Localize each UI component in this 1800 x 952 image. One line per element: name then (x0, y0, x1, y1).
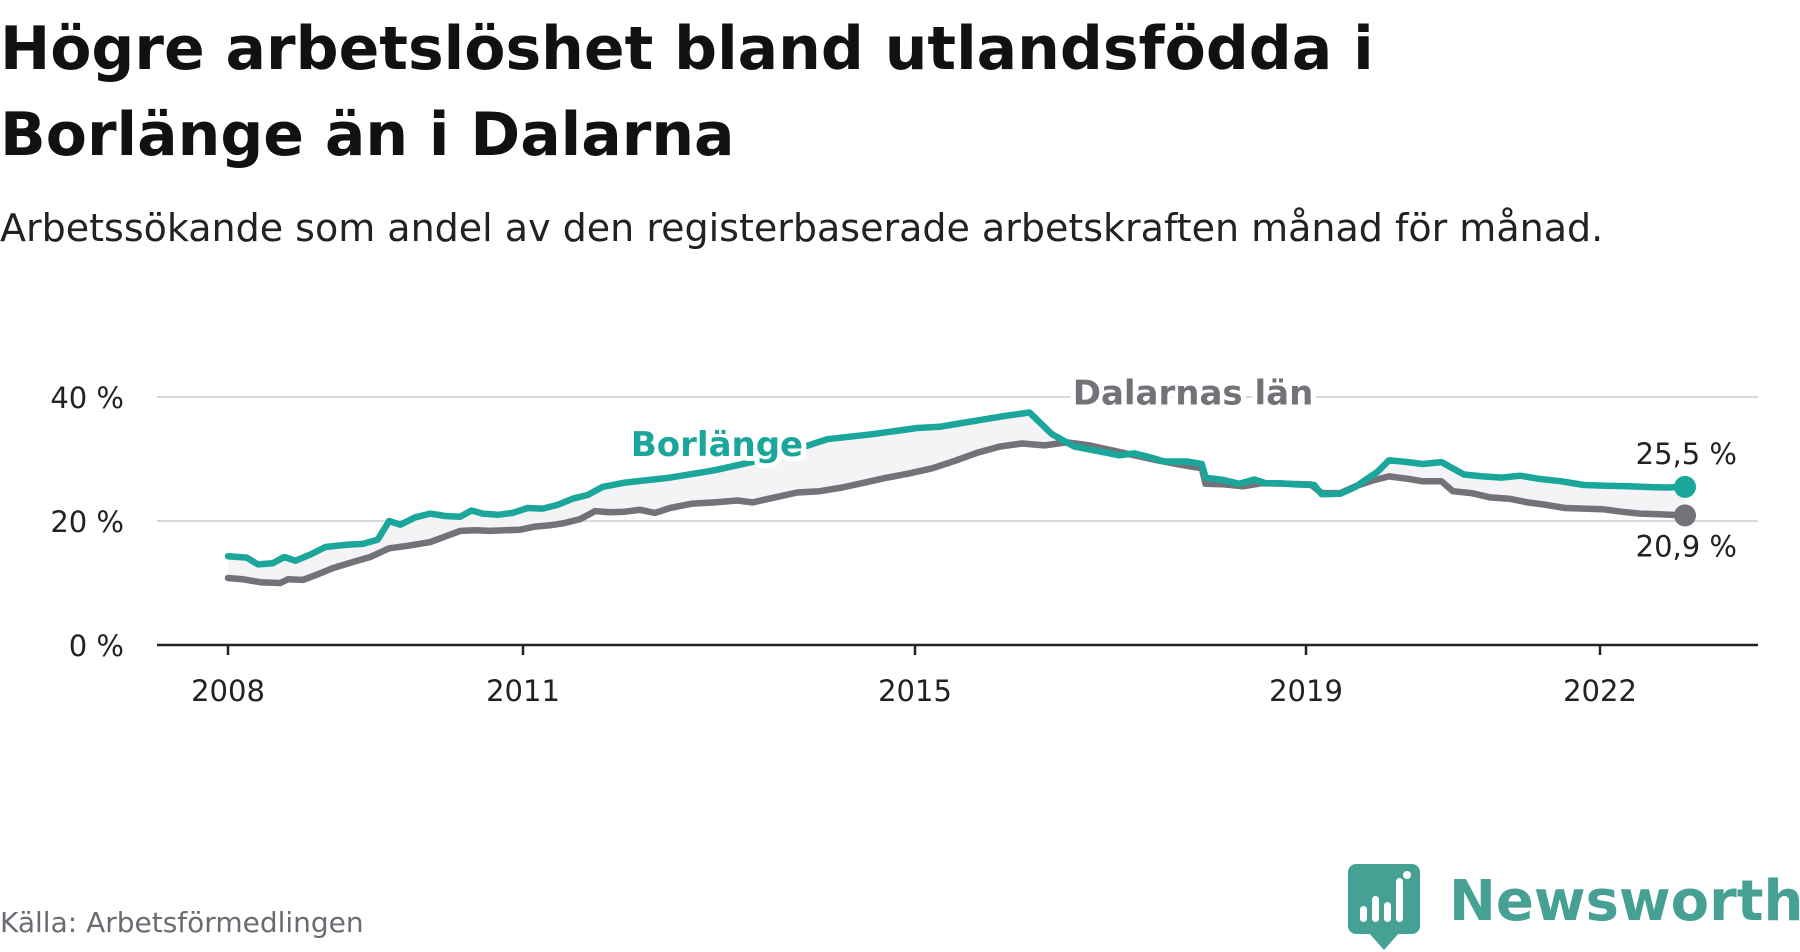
x-tick-label: 2019 (1269, 674, 1343, 708)
y-tick-label: 20 % (50, 505, 124, 539)
y-tick-label: 40 % (50, 381, 124, 415)
brand-name: Newsworthy (1449, 869, 1800, 934)
series-lines (224, 409, 1689, 587)
series-line-dalarnas-lan (224, 439, 1689, 587)
chart-title: Högre arbetslöshet bland utlandsfödda i … (0, 14, 1374, 170)
x-tick-label: 2008 (191, 674, 265, 708)
y-axis-tick-labels: 0 % 20 % 40 % (50, 381, 124, 663)
end-marker-dalarnas-lan (1674, 504, 1696, 527)
x-axis-tick-labels: 2008 2011 2015 2019 2022 (191, 674, 1637, 708)
x-axis-tick-marks (226, 645, 1602, 655)
line-chart: 0 %20 %40 % 2008 2011 2015 2019 2022 25,5 %2… (50, 368, 1758, 708)
end-marker-borlange (1674, 475, 1696, 498)
series-annotations: Borlänge Dalarnas län (626, 368, 1318, 469)
series-line-borlange (224, 409, 1689, 568)
x-tick-label: 2022 (1563, 674, 1637, 708)
annotation-borlange: Borlänge (631, 425, 803, 465)
x-tick-label: 2011 (486, 674, 560, 708)
x-tick-label: 2015 (878, 674, 952, 708)
annotation-dalarnas-lan: Dalarnas län (1073, 373, 1314, 413)
bar-chart-speech-bubble-icon (1348, 864, 1420, 950)
gap-band (228, 412, 1685, 583)
chart-subtitle: Arbetssökande som andel av den registerb… (0, 206, 1604, 250)
source-note: Källa: Arbetsförmedlingen (0, 906, 364, 939)
value-label-borlange: 25,5 % (1636, 437, 1737, 471)
y-tick-label: 0 % (69, 629, 124, 663)
end-markers: 25,5 % 20,9 % (1633, 434, 1740, 567)
value-label-dalarnas-lan: 20,9 % (1636, 529, 1737, 563)
